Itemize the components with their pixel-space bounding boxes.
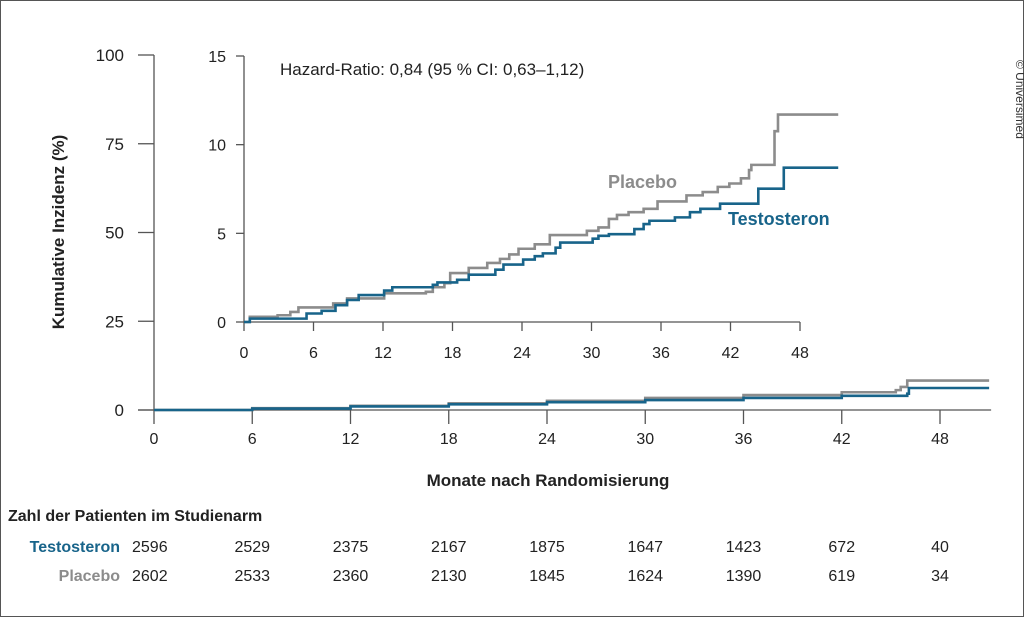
y-tick-label: 100 (96, 46, 124, 65)
risk-cell: 2529 (234, 539, 270, 556)
inset-y-tick-label: 15 (208, 49, 226, 66)
legend-label-testosteron: Testosteron (728, 209, 830, 229)
risk-cell: 1624 (627, 568, 663, 585)
risk-cell: 672 (828, 539, 855, 556)
copyright-text: © Universimed (1013, 60, 1024, 139)
risk-cell: 2167 (431, 539, 467, 556)
x-tick-label: 30 (636, 431, 654, 448)
x-tick-label: 24 (538, 431, 556, 448)
y-tick-label: 75 (105, 135, 124, 154)
risk-cell: 34 (931, 568, 949, 585)
y-axis-label: Kumulative Inzidenz (%) (49, 135, 68, 330)
risk-cell: 2130 (431, 568, 467, 585)
inset-x-tick-label: 42 (722, 345, 740, 362)
inset-x-tick-label: 36 (652, 345, 670, 362)
y-tick-label: 0 (115, 401, 124, 420)
inset-y-tick-label: 0 (217, 315, 226, 332)
x-tick-label: 36 (735, 431, 753, 448)
x-tick-label: 0 (150, 431, 159, 448)
inset-x-tick-label: 18 (444, 345, 462, 362)
inset-y-tick-label: 10 (208, 138, 226, 155)
inset-x-tick-label: 30 (583, 345, 601, 362)
x-axis-label: Monate nach Randomisierung (427, 471, 670, 490)
risk-cell: 2533 (234, 568, 270, 585)
risk-cell: 2375 (333, 539, 369, 556)
risk-cell: 40 (931, 539, 949, 556)
series-line-testosteron (154, 386, 990, 412)
x-tick-label: 48 (931, 431, 949, 448)
risk-cell: 1647 (627, 539, 663, 556)
inset-x-tick-label: 48 (791, 345, 809, 362)
x-tick-label: 12 (342, 431, 360, 448)
risk-cell: 1845 (529, 568, 565, 585)
risk-cell: 2602 (132, 568, 168, 585)
x-tick-label: 6 (248, 431, 257, 448)
risk-cell: 1390 (726, 568, 762, 585)
x-tick-label: 42 (833, 431, 851, 448)
risk-cell: 2596 (132, 539, 168, 556)
x-tick-label: 18 (440, 431, 458, 448)
risk-cell: 619 (828, 568, 855, 585)
inset-y-tick-label: 5 (217, 226, 226, 243)
risk-table-title: Zahl der Patienten im Studienarm (8, 508, 262, 525)
y-tick-label: 25 (105, 312, 124, 331)
inset-x-tick-label: 12 (374, 345, 392, 362)
y-tick-label: 50 (105, 224, 124, 243)
inset-x-tick-label: 6 (309, 345, 318, 362)
legend-label-placebo: Placebo (608, 172, 677, 192)
inset-x-tick-label: 0 (240, 345, 249, 362)
hazard-ratio-annotation: Hazard-Ratio: 0,84 (95 % CI: 0,63–1,12) (280, 60, 584, 79)
risk-row-label: Testosteron (30, 539, 120, 556)
risk-cell: 2360 (333, 568, 369, 585)
inset-series-line-testosteron (244, 166, 839, 324)
risk-row-label: Placebo (59, 568, 121, 585)
inset-x-tick-label: 24 (513, 345, 531, 362)
risk-cell: 1875 (529, 539, 565, 556)
risk-cell: 1423 (726, 539, 762, 556)
